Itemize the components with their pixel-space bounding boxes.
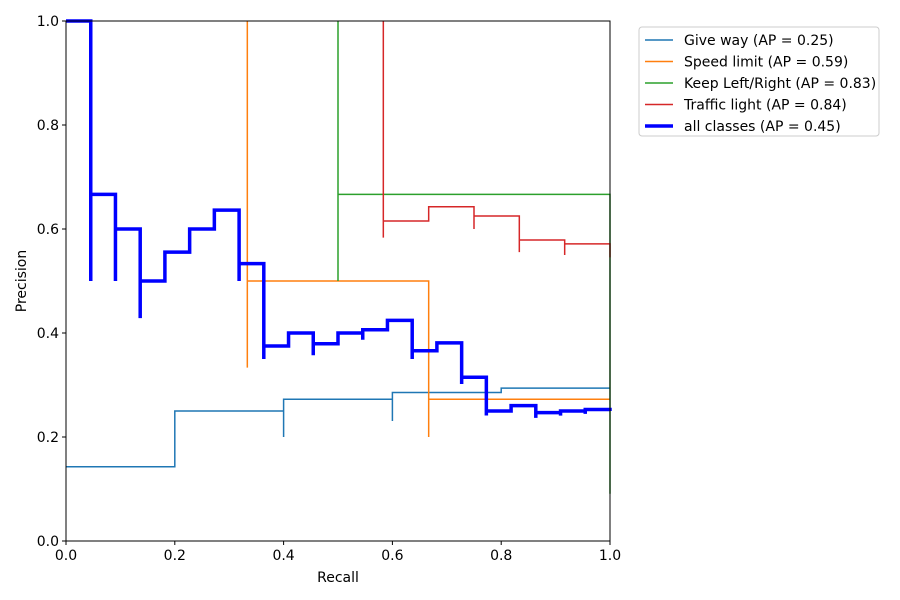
y-tick-label: 0.0 <box>37 534 59 550</box>
series-line-1 <box>246 21 610 437</box>
legend: Give way (AP = 0.25) Speed limit (AP = 0.… <box>638 26 880 137</box>
y-tick-label: 0.6 <box>37 222 59 238</box>
legend-label-2: Keep Left/Right (AP = 0.83) <box>684 76 876 92</box>
series-layer <box>66 19 612 494</box>
series-line-0 <box>66 387 610 468</box>
legend-items: Give way (AP = 0.25) Speed limit (AP = 0.… <box>645 33 876 135</box>
x-tick-label: 0.0 <box>55 548 77 564</box>
legend-label-0: Give way (AP = 0.25) <box>684 33 834 49</box>
x-tick-label: 1.0 <box>599 548 621 564</box>
x-axis-ticks: 0.0 0.2 0.4 0.6 0.8 1.0 <box>55 541 621 564</box>
legend-frame <box>638 26 880 137</box>
series-line-3 <box>382 21 611 258</box>
x-tick-label: 0.8 <box>490 548 512 564</box>
y-tick-label: 0.2 <box>37 430 59 446</box>
series-line-2 <box>337 21 611 494</box>
x-tick-label: 0.2 <box>164 548 186 564</box>
plot-frame <box>65 20 611 542</box>
x-tick-label: 0.4 <box>272 548 294 564</box>
legend-label-4: all classes (AP = 0.45) <box>684 119 841 135</box>
y-tick-label: 0.8 <box>37 118 59 134</box>
y-tick-label: 0.4 <box>37 326 59 342</box>
legend-label-3: Traffic light (AP = 0.84) <box>683 98 847 114</box>
x-axis-label: Recall <box>317 570 359 586</box>
y-tick-label: 1.0 <box>37 14 59 30</box>
x-tick-label: 0.6 <box>381 548 403 564</box>
y-axis-ticks: 0.0 0.2 0.4 0.6 0.8 1.0 <box>37 14 66 550</box>
y-axis-label: Precision <box>14 250 30 312</box>
legend-label-1: Speed limit (AP = 0.59) <box>684 55 848 71</box>
series-line-4 <box>66 19 612 418</box>
